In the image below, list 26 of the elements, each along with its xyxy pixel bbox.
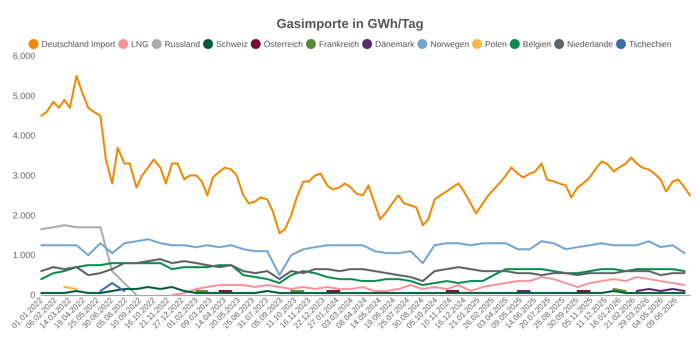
y-tick-label: 5.000 [12,90,36,101]
chart-title: Gasimporte in GWh/Tag [276,16,424,31]
y-tick-label: 6.000 [12,51,36,61]
legend-label: Deutschland Import [41,39,116,49]
line-series [40,262,686,286]
legend-label: Norwegen [430,39,470,49]
legend-label: Niederlande [567,39,614,49]
line-series [40,74,691,234]
legend-label: Frankreich [318,39,360,49]
legend-label: Tschechien [628,39,672,49]
line-series [40,224,138,296]
y-tick-label: 0 [30,290,36,300]
legend-label: Österreich [264,39,304,49]
line-series [40,258,686,282]
y-tick-label: 3.000 [12,170,36,180]
legend-label: Schweiz [216,39,248,49]
y-tick-label: 4.000 [12,130,36,141]
legend-label: Dänemark [375,39,416,49]
line-series [40,238,686,276]
line-series [171,276,686,296]
legend-label: Polen [485,39,508,49]
legend-label: Russland [164,39,200,49]
y-tick-label: 1.000 [12,250,36,260]
legend-label: Belgien [522,39,552,49]
legend-label: LNG [131,39,149,49]
y-tick-label: 2.000 [12,210,36,220]
